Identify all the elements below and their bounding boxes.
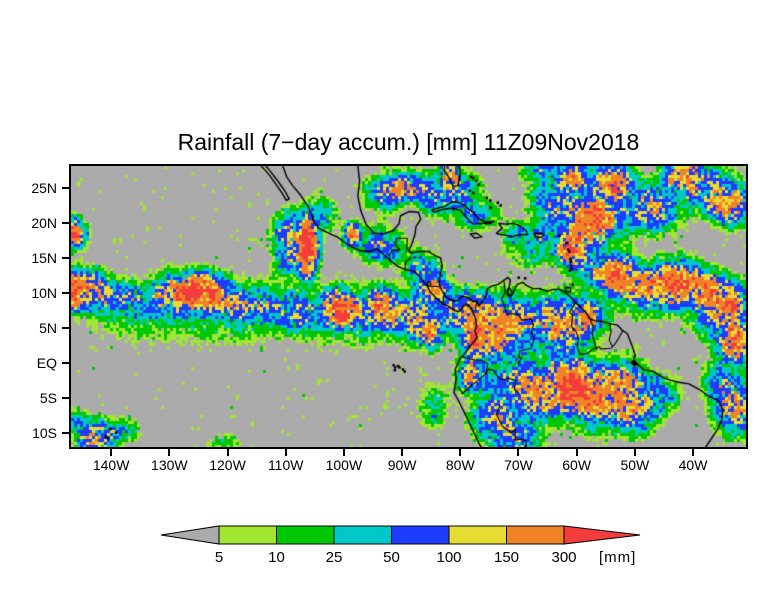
colorbar-arrow [563,525,641,545]
colorbar-level-label: 150 [493,549,520,566]
x-tick-mark [633,449,636,456]
colorbar-level-label: 50 [383,549,400,566]
colorbar-scale [160,525,641,545]
x-tick-label: 100W [325,457,363,473]
colorbar-segment [218,525,277,545]
y-tick-mark [62,431,69,434]
x-tick-mark [575,449,578,456]
colorbar-level-label: 25 [325,549,343,566]
x-tick-label: 140W [92,457,130,473]
x-tick-mark [692,449,695,456]
x-tick-label: 80W [445,457,475,473]
x-tick-mark [459,449,462,456]
x-tick-label: 110W [267,457,304,473]
x-tick-mark [168,449,171,456]
x-tick-mark [401,449,404,456]
colorbar-level-label: 10 [268,549,285,566]
y-tick-mark [62,326,69,329]
colorbar-unit-label: [mm] [599,549,637,566]
x-tick-label: 40W [678,457,708,473]
x-tick-label: 60W [562,457,592,473]
y-tick-label: 20N [31,214,57,231]
y-tick-label: 5N [39,319,57,336]
y-tick-label: 10S [32,424,57,441]
chart-title: Rainfall (7−day accum.) [mm] 11Z09Nov201… [177,129,640,155]
colorbar-segment [391,525,450,545]
x-tick-mark [284,449,287,456]
x-tick-mark [226,449,229,456]
map-plot-area [69,164,748,449]
y-tick-mark [62,221,69,224]
y-tick-label: EQ [36,354,57,371]
x-tick-mark [110,449,113,456]
y-tick-label: 25N [31,179,57,196]
x-tick-label: 50W [620,457,650,473]
y-tick-mark [62,361,69,364]
precipitation-raster-canvas [71,166,746,447]
y-tick-mark [62,396,69,399]
colorbar-segment [448,525,507,545]
y-tick-mark [62,291,69,294]
y-tick-label: 10N [31,284,57,301]
y-tick-mark [62,186,69,189]
colorbar-segment [333,525,392,545]
y-tick-label: 5S [39,389,57,406]
colorbar-level-label: 100 [436,549,462,566]
x-tick-mark [517,449,520,456]
x-tick-mark [342,449,345,456]
y-tick-label: 15N [31,249,57,266]
colorbar-arrow [160,525,220,545]
colorbar-segment [506,525,565,545]
x-tick-label: 70W [504,457,533,473]
colorbar-segment [276,525,335,545]
colorbar-level-label: 300 [551,549,577,566]
x-tick-label: 90W [387,457,417,473]
x-tick-label: 120W [209,457,246,473]
y-tick-mark [62,256,69,259]
x-tick-label: 130W [151,457,188,473]
colorbar-level-label: 5 [214,549,224,566]
